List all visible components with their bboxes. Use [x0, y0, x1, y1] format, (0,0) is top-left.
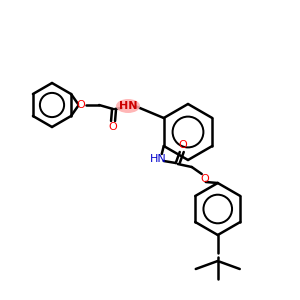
- Text: HN: HN: [119, 101, 137, 111]
- Text: O: O: [178, 140, 187, 150]
- Text: HN: HN: [149, 154, 166, 164]
- Text: O: O: [77, 100, 85, 110]
- Ellipse shape: [116, 99, 140, 113]
- Text: O: O: [200, 174, 209, 184]
- Text: O: O: [109, 122, 117, 132]
